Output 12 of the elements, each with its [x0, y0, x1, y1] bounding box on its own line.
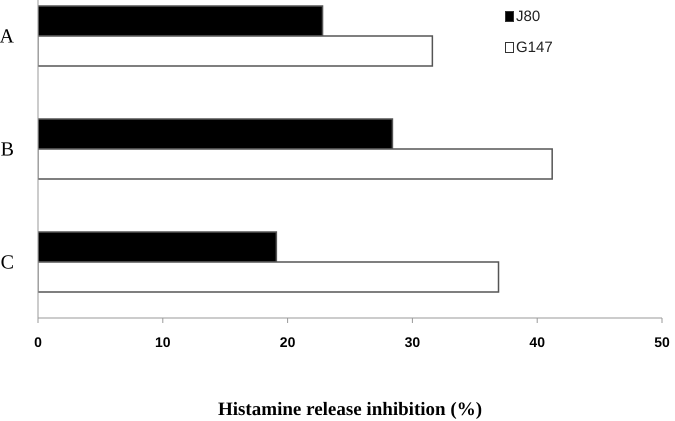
x-tick-label: 20 [280, 334, 296, 350]
y-tick-label: A [0, 26, 15, 48]
x-tick-label: 40 [529, 334, 546, 350]
y-tick-label: B [0, 138, 14, 161]
x-tick-label: 10 [155, 334, 171, 350]
x-tick-label: 50 [654, 334, 670, 350]
legend-label: J80 [516, 8, 540, 25]
x-tick-label: 0 [34, 334, 42, 350]
x-axis-title: Histamine release inhibition (%) [218, 399, 482, 420]
x-tick-label: 30 [404, 334, 420, 350]
y-tick-label: C [0, 252, 14, 274]
text: G147 [516, 39, 553, 56]
